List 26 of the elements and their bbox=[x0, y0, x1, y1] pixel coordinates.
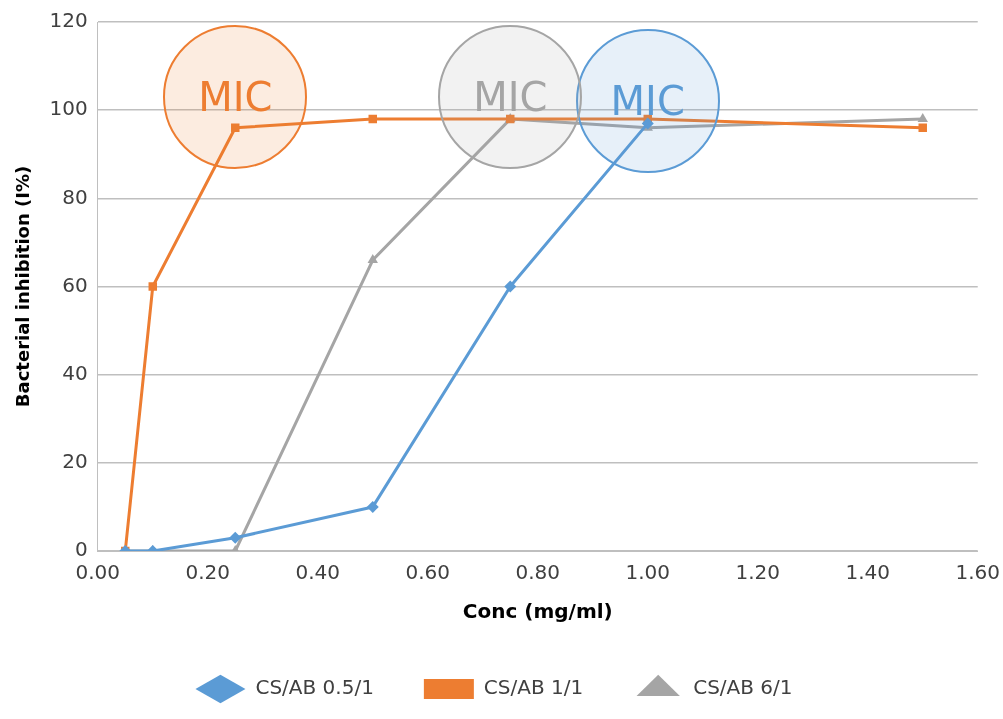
legend-label: CS/AB 0.5/1 bbox=[255, 675, 374, 700]
y-tick-label: 40 bbox=[62, 360, 88, 385]
y-axis-title: Bacterial inhibition (I%) bbox=[12, 165, 34, 408]
y-tick-label: 60 bbox=[62, 272, 88, 297]
x-tick-label: 1.00 bbox=[625, 560, 671, 585]
x-tick-label: 0.40 bbox=[295, 560, 341, 585]
x-tick-label: 0.00 bbox=[75, 560, 121, 585]
x-tick-label: 1.40 bbox=[845, 560, 890, 585]
picture-circle-callout: MIC bbox=[163, 24, 308, 169]
annotation: MIC bbox=[610, 78, 685, 125]
y-tick-label: 120 bbox=[49, 8, 88, 33]
x-axis-title: Conc (mg/ml) bbox=[462, 599, 613, 624]
y-tick-label: 80 bbox=[62, 184, 88, 209]
x-tick-label: 0.20 bbox=[185, 560, 231, 585]
annotation: MIC bbox=[473, 73, 548, 120]
x-tick-label: 0.80 bbox=[515, 560, 561, 585]
legend-label: CS/AB 1/1 bbox=[483, 675, 584, 700]
legend-label: CS/AB 6/1 bbox=[693, 675, 793, 700]
x-tick-label: 1.20 bbox=[735, 560, 781, 585]
y-tick-label: 0 bbox=[75, 537, 88, 562]
y-tick-label: 20 bbox=[62, 449, 88, 474]
y-tick-label: 100 bbox=[49, 96, 88, 121]
x-tick-label: 1.60 bbox=[955, 560, 1000, 585]
x-tick-label: 0.60 bbox=[405, 560, 451, 585]
annotation: MIC bbox=[198, 73, 273, 120]
picture-circle-callout: MIC bbox=[438, 24, 583, 169]
